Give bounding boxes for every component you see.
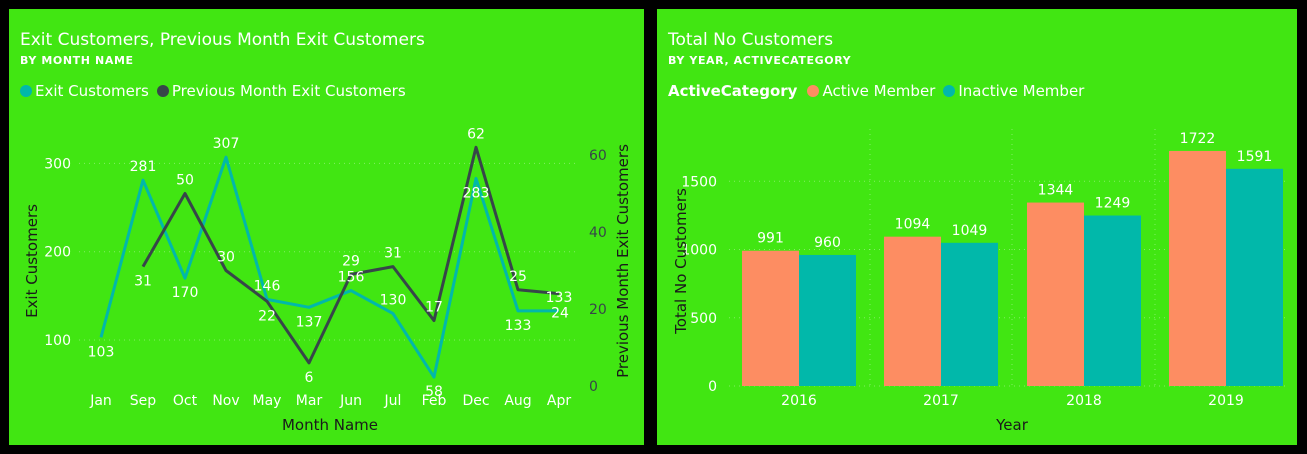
x-tick-label: Nov <box>212 393 239 409</box>
bar-data-label: 1249 <box>1095 196 1131 212</box>
legend-label: Inactive Member <box>958 82 1085 100</box>
data-label-exit-customers: 58 <box>425 384 443 400</box>
bar-inactive-member <box>1084 215 1141 386</box>
data-label-previous-month: 6 <box>305 370 314 386</box>
data-label-previous-month: 22 <box>258 308 276 324</box>
legend-label: Active Member <box>822 82 936 100</box>
bar-inactive-member <box>799 254 856 386</box>
data-label-exit-customers: 130 <box>380 293 407 309</box>
y-tick-label: 300 <box>44 156 71 172</box>
y2-tick-label: 60 <box>589 148 607 164</box>
data-label-exit-customers: 137 <box>296 314 323 330</box>
y-tick-label: 100 <box>44 333 71 349</box>
legend-marker <box>943 85 956 97</box>
data-label-previous-month: 24 <box>551 306 569 322</box>
legend-title: ActiveCategory <box>668 82 798 100</box>
bar-data-label: 1094 <box>895 217 931 233</box>
chart-legend: ActiveCategory Active Member Inactive Me… <box>668 82 1092 100</box>
y-tick-label: 1500 <box>681 174 717 190</box>
bar-active-member <box>742 250 799 386</box>
data-label-exit-customers: 146 <box>254 278 281 294</box>
y-tick-label: 500 <box>690 311 717 327</box>
data-label-previous-month: 31 <box>134 274 152 290</box>
line-chart-panel: Exit Customers, Previous Month Exit Cust… <box>9 9 644 445</box>
series-line-previous-month <box>141 145 560 365</box>
chart-legend: Exit Customers Previous Month Exit Custo… <box>20 82 414 100</box>
bar-data-label: 960 <box>814 235 841 251</box>
bar-data-label: 991 <box>757 231 784 247</box>
x-tick-label: Sep <box>130 393 157 409</box>
legend-label: Exit Customers <box>35 82 149 100</box>
legend-item-inactive-member[interactable]: Inactive Member <box>943 82 1084 100</box>
x-tick-label: Jun <box>339 393 362 409</box>
legend-item-exit-customers[interactable]: Exit Customers <box>20 82 149 100</box>
y-tick-label: 0 <box>708 379 717 395</box>
x-tick-label: 2018 <box>1066 393 1102 409</box>
bar-chart-panel: Total No Customers BY YEAR, ACTIVECATEGO… <box>657 9 1297 445</box>
x-tick-label: Feb <box>422 393 447 409</box>
legend-item-previous-month[interactable]: Previous Month Exit Customers <box>156 82 406 100</box>
legend-marker <box>807 85 820 97</box>
data-label-exit-customers: 156 <box>338 270 365 286</box>
data-label-previous-month: 25 <box>509 269 527 285</box>
legend-label: Previous Month Exit Customers <box>171 82 406 100</box>
data-label-exit-customers: 133 <box>505 318 532 334</box>
bar-data-label: 1722 <box>1180 131 1216 147</box>
series-line-exit-customers <box>99 155 559 379</box>
line-chart-plot: 100 200 300 0 20 40 60 Jan Sep Oct Nov May Mar Jun Jul… <box>23 126 632 434</box>
x-tick-label: Jan <box>89 393 112 409</box>
y2-axis-title: Previous Month Exit Customers <box>614 144 632 378</box>
data-label-exit-customers: 170 <box>172 285 199 301</box>
y2-tick-label: 40 <box>589 225 607 241</box>
y-axis-title: Total No Customers <box>672 188 690 335</box>
chart-subtitle: BY MONTH NAME <box>20 54 134 67</box>
x-tick-label: Oct <box>173 393 198 409</box>
bar-data-label: 1049 <box>952 223 988 239</box>
chart-subtitle: BY YEAR, ACTIVECATEGORY <box>668 54 852 67</box>
bar-inactive-member <box>941 242 998 386</box>
y2-tick-label: 20 <box>589 302 607 318</box>
x-tick-label: Mar <box>296 393 323 409</box>
chart-title: Total No Customers <box>668 30 834 50</box>
data-label-exit-customers: 103 <box>88 344 115 360</box>
bar-active-member <box>1169 150 1226 386</box>
data-label-previous-month: 30 <box>217 250 235 266</box>
bar-inactive-member <box>1226 168 1283 386</box>
legend-marker <box>20 85 32 97</box>
x-tick-label: 2016 <box>781 393 817 409</box>
bar-active-member <box>1027 202 1084 386</box>
bar-data-label: 1591 <box>1237 149 1273 165</box>
data-label-previous-month: 31 <box>384 246 402 262</box>
legend-item-active-member[interactable]: Active Member <box>807 82 935 100</box>
x-tick-label: Apr <box>547 393 571 409</box>
data-label-previous-month: 50 <box>176 173 194 189</box>
legend-marker <box>156 85 169 97</box>
x-tick-label: May <box>253 393 282 409</box>
data-label-previous-month: 17 <box>425 300 443 316</box>
x-tick-label: 2017 <box>923 393 959 409</box>
y-tick-label: 1000 <box>681 243 717 259</box>
y-tick-label: 200 <box>44 245 71 261</box>
x-axis-title: Year <box>995 416 1029 434</box>
bar-chart-plot: 0 500 1000 1500 991 960 2016 1094 1049 2017 1344 12… <box>672 129 1285 434</box>
data-label-exit-customers: 283 <box>463 185 490 201</box>
data-label-exit-customers: 281 <box>130 159 157 175</box>
bar-active-member <box>884 236 941 386</box>
data-label-exit-customers: 307 <box>213 136 240 152</box>
x-tick-label: 2019 <box>1208 393 1244 409</box>
data-label-previous-month: 29 <box>342 253 360 269</box>
chart-title: Exit Customers, Previous Month Exit Cust… <box>20 30 425 50</box>
data-label-previous-month: 62 <box>467 126 485 142</box>
bar-data-label: 1344 <box>1038 183 1074 199</box>
x-tick-label: Dec <box>462 393 489 409</box>
y-axis-title: Exit Customers <box>23 204 41 318</box>
y2-tick-label: 0 <box>589 379 598 395</box>
x-tick-label: Jul <box>384 393 402 409</box>
x-axis-title: Month Name <box>282 416 378 434</box>
x-tick-label: Aug <box>504 393 531 409</box>
data-label-exit-customers: 133 <box>546 290 573 306</box>
